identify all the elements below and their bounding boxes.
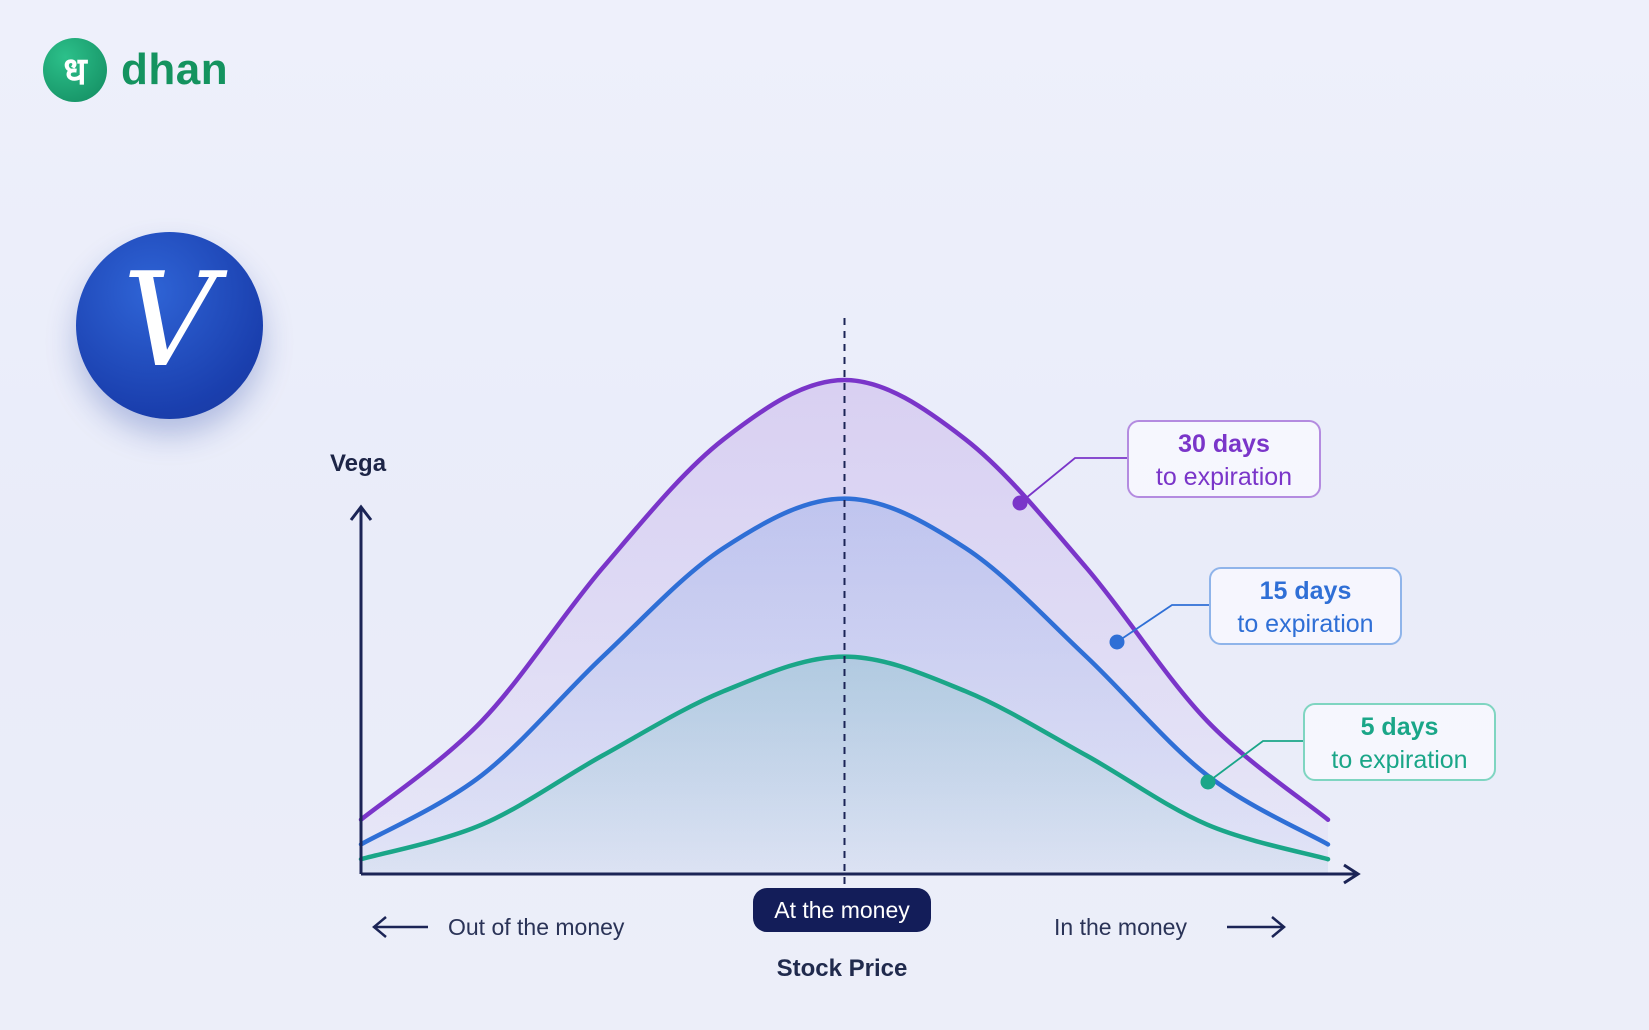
series-line-1 <box>358 377 1331 822</box>
callout-30-days-title: 30 days <box>1178 430 1270 458</box>
out-of-the-money-label: Out of the money <box>448 914 625 940</box>
series-line-2 <box>358 496 1331 847</box>
callout-30-days: 30 days to expiration <box>1127 420 1321 498</box>
callout-30-days-text: to expiration <box>1155 462 1293 491</box>
callout-5-days: 5 days to expiration <box>1303 703 1496 781</box>
callout-15-days-text: to expiration <box>1237 609 1374 638</box>
y-axis-arrow <box>349 504 373 521</box>
callout-5-days-title: 5 days <box>1360 713 1439 741</box>
series-marker-1 <box>1012 495 1028 511</box>
vega-symbol: V <box>122 243 217 396</box>
series-marker-2 <box>1109 634 1125 650</box>
dhan-logo-mark: ध <box>43 38 107 102</box>
dhan-logo: ध dhan <box>43 38 228 102</box>
callout-15-days-title: 15 days <box>1259 577 1352 605</box>
series-marker-3 <box>1200 774 1216 790</box>
callout-5-days-text: to expiration <box>1331 745 1468 774</box>
in-the-money-arrowhead <box>1271 916 1286 938</box>
callout-15-days: 15 days to expiration <box>1209 567 1402 645</box>
x-axis-label: Stock Price <box>776 955 908 982</box>
in-the-money-label: In the money <box>1054 914 1187 940</box>
out-of-money-arrowhead <box>372 916 387 938</box>
x-axis-arrow <box>1343 863 1361 885</box>
callout-leader-2 <box>1116 604 1209 643</box>
callout-leader-1 <box>1019 457 1127 504</box>
dhan-logo-wordmark: dhan <box>121 45 229 94</box>
y-axis-label: Vega <box>330 450 387 477</box>
vega-symbol-badge: V <box>76 232 263 419</box>
at-the-money-label: At the money <box>753 888 931 932</box>
callout-leader-3 <box>1207 740 1303 783</box>
